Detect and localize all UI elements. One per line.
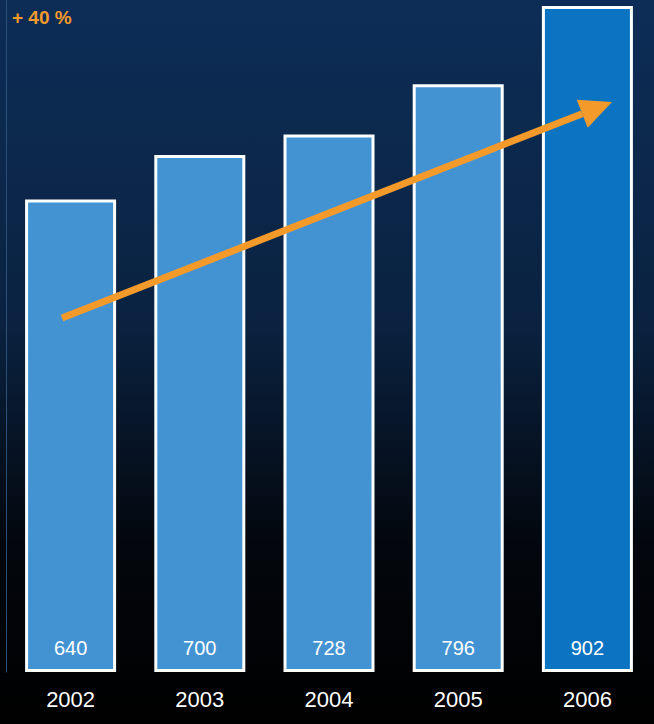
svg-text:700: 700: [183, 637, 216, 659]
svg-text:+ 40 %: + 40 %: [12, 7, 72, 28]
svg-text:2005: 2005: [434, 687, 483, 712]
svg-text:796: 796: [442, 637, 475, 659]
svg-text:2003: 2003: [175, 687, 224, 712]
svg-text:902: 902: [571, 637, 604, 659]
svg-text:2004: 2004: [305, 687, 354, 712]
svg-text:728: 728: [312, 637, 345, 659]
svg-text:640: 640: [54, 637, 87, 659]
svg-text:2006: 2006: [563, 687, 612, 712]
svg-text:2002: 2002: [46, 687, 95, 712]
